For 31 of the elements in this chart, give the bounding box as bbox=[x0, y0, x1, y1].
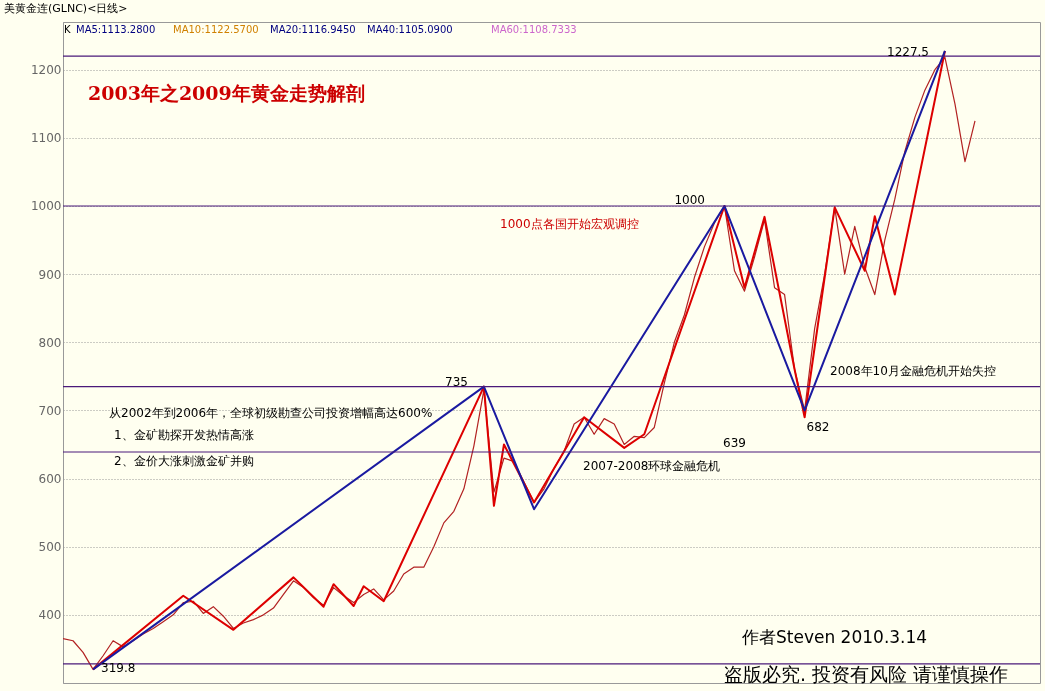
y-tick-label: 1200 bbox=[30, 63, 62, 78]
y-tick-label: 900 bbox=[38, 267, 62, 282]
annotation: 1227.5 bbox=[887, 45, 929, 59]
y-tick-label: 1100 bbox=[30, 131, 62, 146]
annotation: MA60:1108.7333 bbox=[491, 24, 577, 35]
annotation: 作者Steven 2010.3.14 bbox=[741, 627, 928, 647]
y-tick-label: 600 bbox=[38, 472, 62, 487]
y-tick-label: 400 bbox=[38, 608, 62, 623]
annotation: 319.8 bbox=[101, 661, 136, 675]
annotation: MA40:1105.0900 bbox=[367, 24, 453, 35]
y-tick-label: 700 bbox=[38, 403, 62, 418]
annotation: 2、金价大涨刺激金矿并购 bbox=[114, 454, 254, 468]
annotation: 盗版必究. 投资有风险 请谨慎操作 bbox=[724, 663, 1009, 685]
chart-subtitle: 美黄金连(GLNC)<日线> bbox=[4, 2, 128, 15]
annotation: 2007-2008环球金融危机 bbox=[583, 459, 721, 473]
annotation: MA5:1113.2800 bbox=[76, 24, 156, 35]
annotation: 735 bbox=[445, 375, 468, 389]
annotation: 1000点各国开始宏观调控 bbox=[500, 217, 639, 231]
y-tick-label: 500 bbox=[38, 540, 62, 555]
annotation: 639 bbox=[723, 436, 746, 450]
annotation: 2008年10月金融危机开始失控 bbox=[830, 364, 996, 378]
y-tick-label: 800 bbox=[38, 335, 62, 350]
annotation: MA10:1122.5700 bbox=[173, 24, 259, 35]
annotation: 1、金矿勘探开发热情高涨 bbox=[114, 428, 254, 442]
annotation: 682 bbox=[806, 420, 830, 434]
annotation: K bbox=[64, 24, 71, 35]
text: 2003年之2009年黄金走势解剖 bbox=[88, 82, 365, 104]
annotation: 1000 bbox=[674, 193, 705, 207]
annotation: 从2002年到2006年，全球初级勘查公司投资增幅高达600% bbox=[109, 406, 433, 420]
y-tick-label: 1000 bbox=[30, 199, 62, 214]
annotation: MA20:1116.9450 bbox=[270, 24, 356, 35]
